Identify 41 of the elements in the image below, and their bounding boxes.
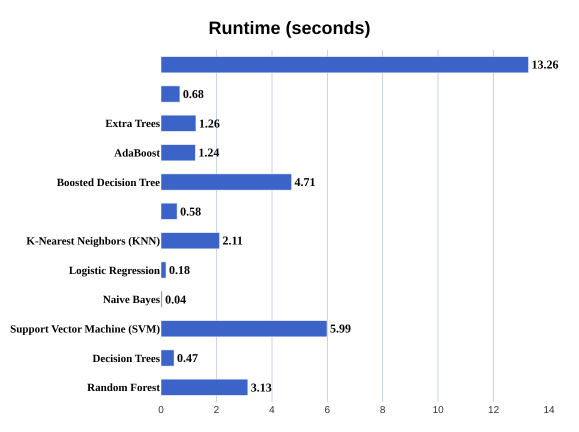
bar [161,144,196,161]
bar [161,86,180,102]
y-tick-label: Support Vector Machine (SVM) [10,324,160,336]
x-tick-label: 10 [432,405,444,416]
data-label: 0.47 [177,351,198,365]
data-label: 1.26 [198,116,220,130]
data-label: 0.68 [182,87,204,101]
y-tick-label: Logistic Regression [68,264,160,277]
chart-title: Runtime (seconds) [208,18,371,38]
x-tick-label: 12 [488,405,500,416]
y-tick-label: Decision Trees [92,352,161,365]
y-tick-label: Boosted Decision Tree [56,176,160,189]
bar [161,379,248,396]
bar [161,203,178,220]
y-tick-label: K-Nearest Neighbors (KNN) [26,236,160,248]
x-tick-label: 14 [543,405,555,416]
bar [161,350,174,366]
y-tick-label: Extra Trees [105,118,161,130]
y-tick-label: AdaBoost [114,148,160,160]
x-tick-label: 2 [214,405,220,416]
bar [161,320,328,337]
x-tick-label: 0 [158,405,164,416]
data-label: 0.58 [180,204,202,218]
data-label: 0.18 [168,263,190,277]
bar [161,232,220,249]
data-label: 13.26 [531,58,558,72]
x-tick-label: 8 [380,405,386,416]
y-tick-label: Naive Bayes [102,294,161,306]
data-label: 0.04 [165,292,186,306]
bar [161,262,166,278]
data-label: 4.71 [294,175,316,189]
x-tick-label: 6 [324,405,331,416]
data-label: 5.99 [330,322,352,336]
y-tick-label: Random Forest [87,382,160,394]
data-label: 2.11 [222,234,243,248]
data-label: 3.13 [250,380,272,394]
x-tick-label: 4 [269,405,276,416]
bar [161,174,292,190]
bar [161,115,196,132]
bar [161,56,529,73]
data-label: 1.24 [198,146,220,160]
